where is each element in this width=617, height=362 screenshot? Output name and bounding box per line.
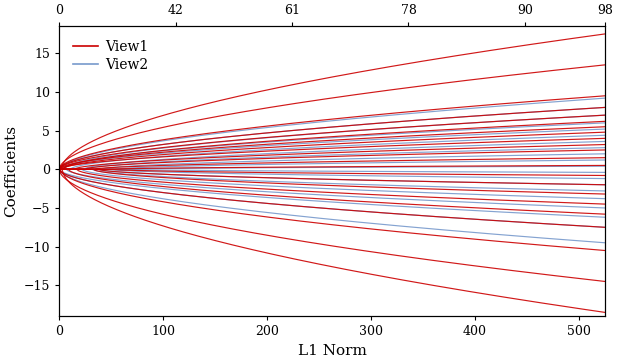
Legend: View1, View2: View1, View2 — [66, 33, 155, 79]
X-axis label: L1 Norm: L1 Norm — [297, 344, 366, 358]
Y-axis label: Coefficients: Coefficients — [4, 125, 18, 217]
